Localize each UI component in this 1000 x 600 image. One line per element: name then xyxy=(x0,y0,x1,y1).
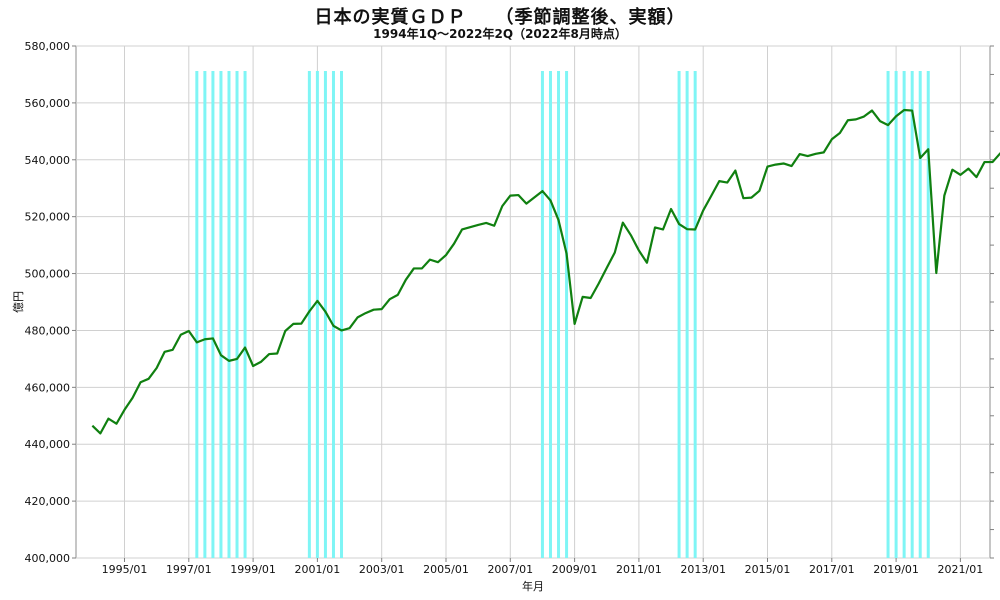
x-tick-labels: 1995/01 1997/01 1999/01 2001/01 2003/01 2005/… xyxy=(102,563,984,576)
x-tick-label: 2021/01 xyxy=(938,563,984,576)
recession-bar xyxy=(918,71,922,558)
recession-bar xyxy=(902,71,906,558)
recession-bar xyxy=(315,71,319,558)
x-tick-label: 1995/01 xyxy=(102,563,148,576)
x-axis-title: 年月 xyxy=(522,579,544,593)
x-tick-label: 2019/01 xyxy=(873,563,919,576)
x-tick-label: 2009/01 xyxy=(552,563,598,576)
x-tick-label: 2007/01 xyxy=(487,563,533,576)
chart-title: 日本の実質ＧＤＰ （季節調整後、実額） xyxy=(314,7,686,28)
y-tick-label: 460,000 xyxy=(25,381,71,394)
gdp-series-line xyxy=(91,108,1000,435)
recession-bar xyxy=(886,71,890,558)
x-tick-label: 2013/01 xyxy=(680,563,726,576)
recession-bar xyxy=(235,71,239,558)
recession-bar xyxy=(219,71,223,558)
y-tick-label: 520,000 xyxy=(25,211,71,224)
recession-bar xyxy=(565,71,569,558)
y-tick-labels: 400,000 420,000 440,000 460,000 480,000 500,0… xyxy=(25,40,71,565)
recession-bar xyxy=(307,71,311,558)
y-tick-label: 400,000 xyxy=(25,552,71,565)
x-tick-label: 2015/01 xyxy=(745,563,791,576)
recession-bar xyxy=(548,71,552,558)
recession-bar xyxy=(227,71,231,558)
recession-bar xyxy=(323,71,327,558)
x-tick-label: 1999/01 xyxy=(230,563,276,576)
y-tick-label: 500,000 xyxy=(25,268,71,281)
y-tick-label: 540,000 xyxy=(25,154,71,167)
recession-bar xyxy=(894,71,898,558)
recession-bar xyxy=(211,71,215,558)
x-tick-label: 2005/01 xyxy=(423,563,469,576)
recession-bar xyxy=(540,71,544,558)
recession-bar xyxy=(677,71,681,558)
x-tick-label: 2011/01 xyxy=(616,563,662,576)
recession-bar xyxy=(331,71,335,558)
y-tick-label: 440,000 xyxy=(25,438,71,451)
recession-bar xyxy=(243,71,247,558)
recession-bar xyxy=(685,71,689,558)
y-axis-title: 億円 xyxy=(12,291,25,313)
x-tick-label: 2017/01 xyxy=(809,563,855,576)
x-tick-label: 2001/01 xyxy=(295,563,341,576)
recession-bar xyxy=(195,71,199,558)
recession-bar xyxy=(557,71,561,558)
y-tick-label: 560,000 xyxy=(25,97,71,110)
recession-bar xyxy=(203,71,207,558)
y-tick-label: 420,000 xyxy=(25,495,71,508)
y-tick-label: 480,000 xyxy=(25,324,71,337)
recession-bands xyxy=(195,71,930,558)
x-tick-label: 2003/01 xyxy=(359,563,405,576)
y-tick-label: 580,000 xyxy=(25,40,71,53)
recession-bar xyxy=(693,71,697,558)
chart-subtitle: 1994年1Q～2022年2Q（2022年8月時点） xyxy=(373,27,627,41)
recession-bar xyxy=(340,71,344,558)
recession-bar xyxy=(926,71,930,558)
x-tick-label: 1997/01 xyxy=(166,563,212,576)
recession-bar xyxy=(910,71,914,558)
